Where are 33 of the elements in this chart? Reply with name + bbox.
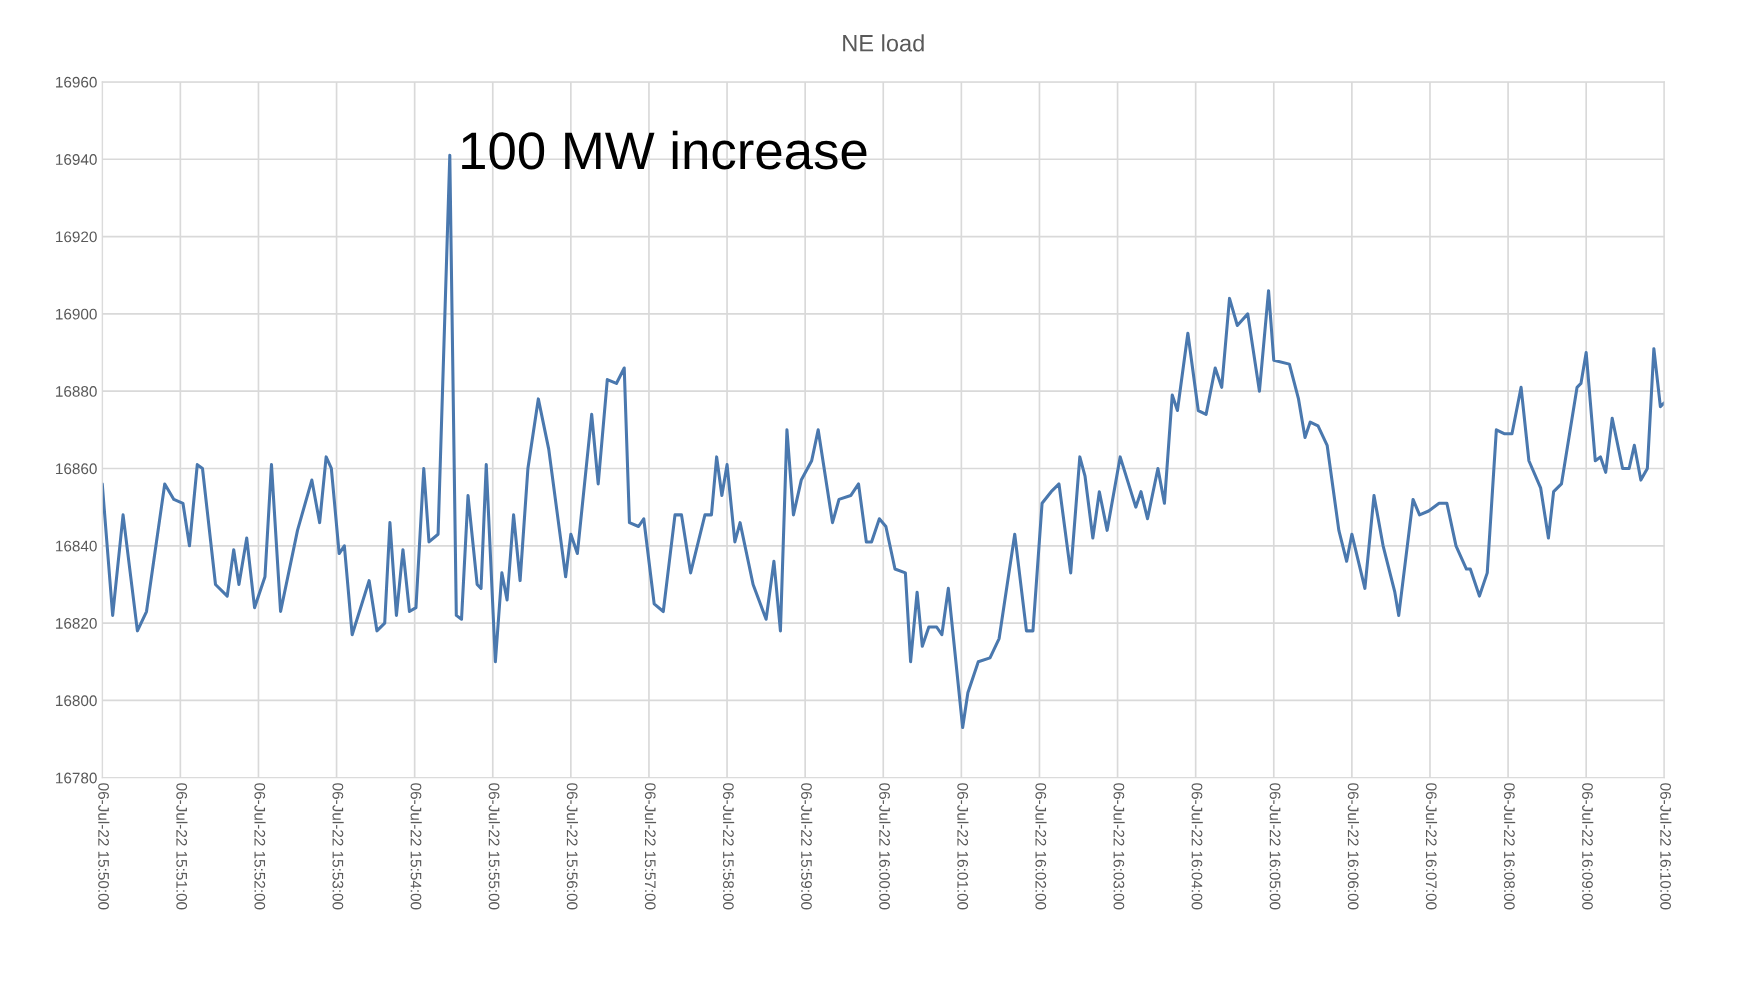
y-tick-label: 16940 [56,154,97,165]
x-tick-label: 06-Jul-22 16:10:00 [1660,783,1672,910]
x-tick-label: 06-Jul-22 15:54:00 [410,783,422,910]
y-tick-label: 16840 [56,540,97,552]
x-tick-label: 06-Jul-22 16:03:00 [1113,783,1125,910]
x-tick-label: 06-Jul-22 15:50:00 [98,783,110,910]
x-tick-label: 06-Jul-22 15:59:00 [801,783,813,910]
annotation: 100 MW increase [462,130,867,170]
y-tick-label: 16900 [56,308,97,320]
y-tick-label: 16880 [56,386,97,397]
x-tick-label: 06-Jul-22 16:00:00 [879,783,891,910]
x-tick-label: 06-Jul-22 15:52:00 [254,783,266,910]
y-tick-label: 16820 [56,617,97,629]
y-tick-label: 16920 [56,231,97,243]
y-tick-label: 16780 [56,772,97,784]
x-tick-label: 06-Jul-22 15:55:00 [488,783,500,910]
chart-title: NE load [843,34,924,52]
x-tick-label: 06-Jul-22 15:58:00 [722,783,735,910]
x-tick-label: 06-Jul-22 16:04:00 [1191,783,1203,910]
y-tick-label: 16960 [56,76,97,88]
y-tick-label: 16860 [56,463,97,475]
x-tick-label: 06-Jul-22 16:09:00 [1582,783,1594,910]
x-tick-label: 06-Jul-22 16:06:00 [1347,783,1359,910]
x-tick-label: 06-Jul-22 15:53:00 [332,783,344,910]
x-tick-label: 06-Jul-22 16:05:00 [1269,783,1281,910]
x-tick-label: 06-Jul-22 16:01:00 [957,783,969,910]
x-tick-label: 06-Jul-22 16:07:00 [1425,783,1438,910]
x-tick-label: 06-Jul-22 16:02:00 [1035,783,1047,910]
x-tick-label: 06-Jul-22 15:57:00 [644,783,657,910]
y-tick-label: 16800 [56,695,97,707]
x-tick-label: 06-Jul-22 15:56:00 [566,783,578,910]
x-tick-label: 06-Jul-22 16:08:00 [1503,783,1516,910]
x-tick-label: 06-Jul-22 15:51:00 [176,783,188,910]
